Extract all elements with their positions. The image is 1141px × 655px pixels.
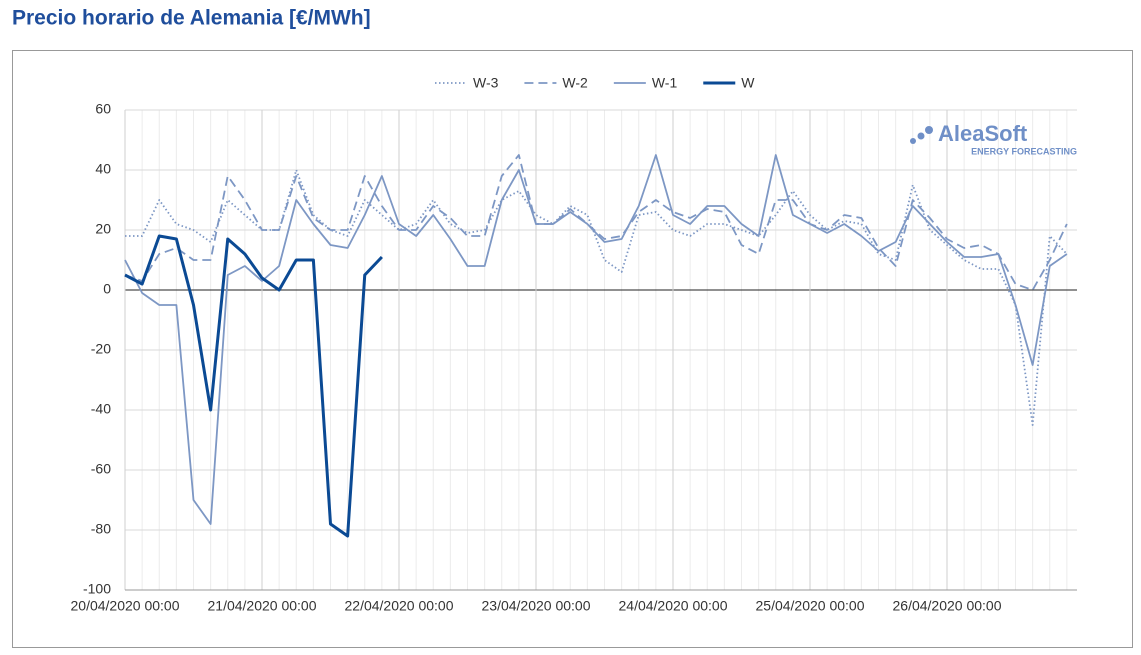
x-tick-label: 22/04/2020 00:00 <box>345 598 454 614</box>
y-tick-label: -40 <box>91 401 111 417</box>
y-tick-label: -60 <box>91 461 111 477</box>
y-tick-label: -100 <box>83 581 111 597</box>
y-tick-label: 60 <box>95 101 111 117</box>
y-tick-label: -80 <box>91 521 111 537</box>
logo-icon <box>917 132 925 140</box>
y-tick-label: 20 <box>95 221 111 237</box>
y-tick-label: -20 <box>91 341 111 357</box>
legend-label: W-1 <box>652 75 678 91</box>
x-tick-label: 21/04/2020 00:00 <box>208 598 317 614</box>
legend-label: W <box>741 75 755 91</box>
legend-label: W-2 <box>562 75 588 91</box>
chart-frame <box>12 50 1133 648</box>
series-line <box>124 234 383 538</box>
legend-label: W-3 <box>473 75 499 91</box>
x-tick-label: 25/04/2020 00:00 <box>756 598 865 614</box>
logo-tagline: ENERGY FORECASTING <box>971 146 1077 156</box>
series-line <box>124 154 1068 291</box>
y-tick-label: 0 <box>103 281 111 297</box>
x-tick-label: 20/04/2020 00:00 <box>71 598 180 614</box>
logo-icon <box>910 138 916 144</box>
logo-icon <box>925 126 933 134</box>
y-tick-label: 40 <box>95 161 111 177</box>
chart-title: Precio horario de Alemania [€/MWh] <box>12 7 371 30</box>
series-line <box>124 154 1068 525</box>
x-tick-label: 26/04/2020 00:00 <box>893 598 1002 614</box>
series-line <box>125 169 1068 426</box>
logo-name: AleaSoft <box>938 121 1028 146</box>
x-tick-label: 24/04/2020 00:00 <box>619 598 728 614</box>
x-tick-label: 23/04/2020 00:00 <box>482 598 591 614</box>
